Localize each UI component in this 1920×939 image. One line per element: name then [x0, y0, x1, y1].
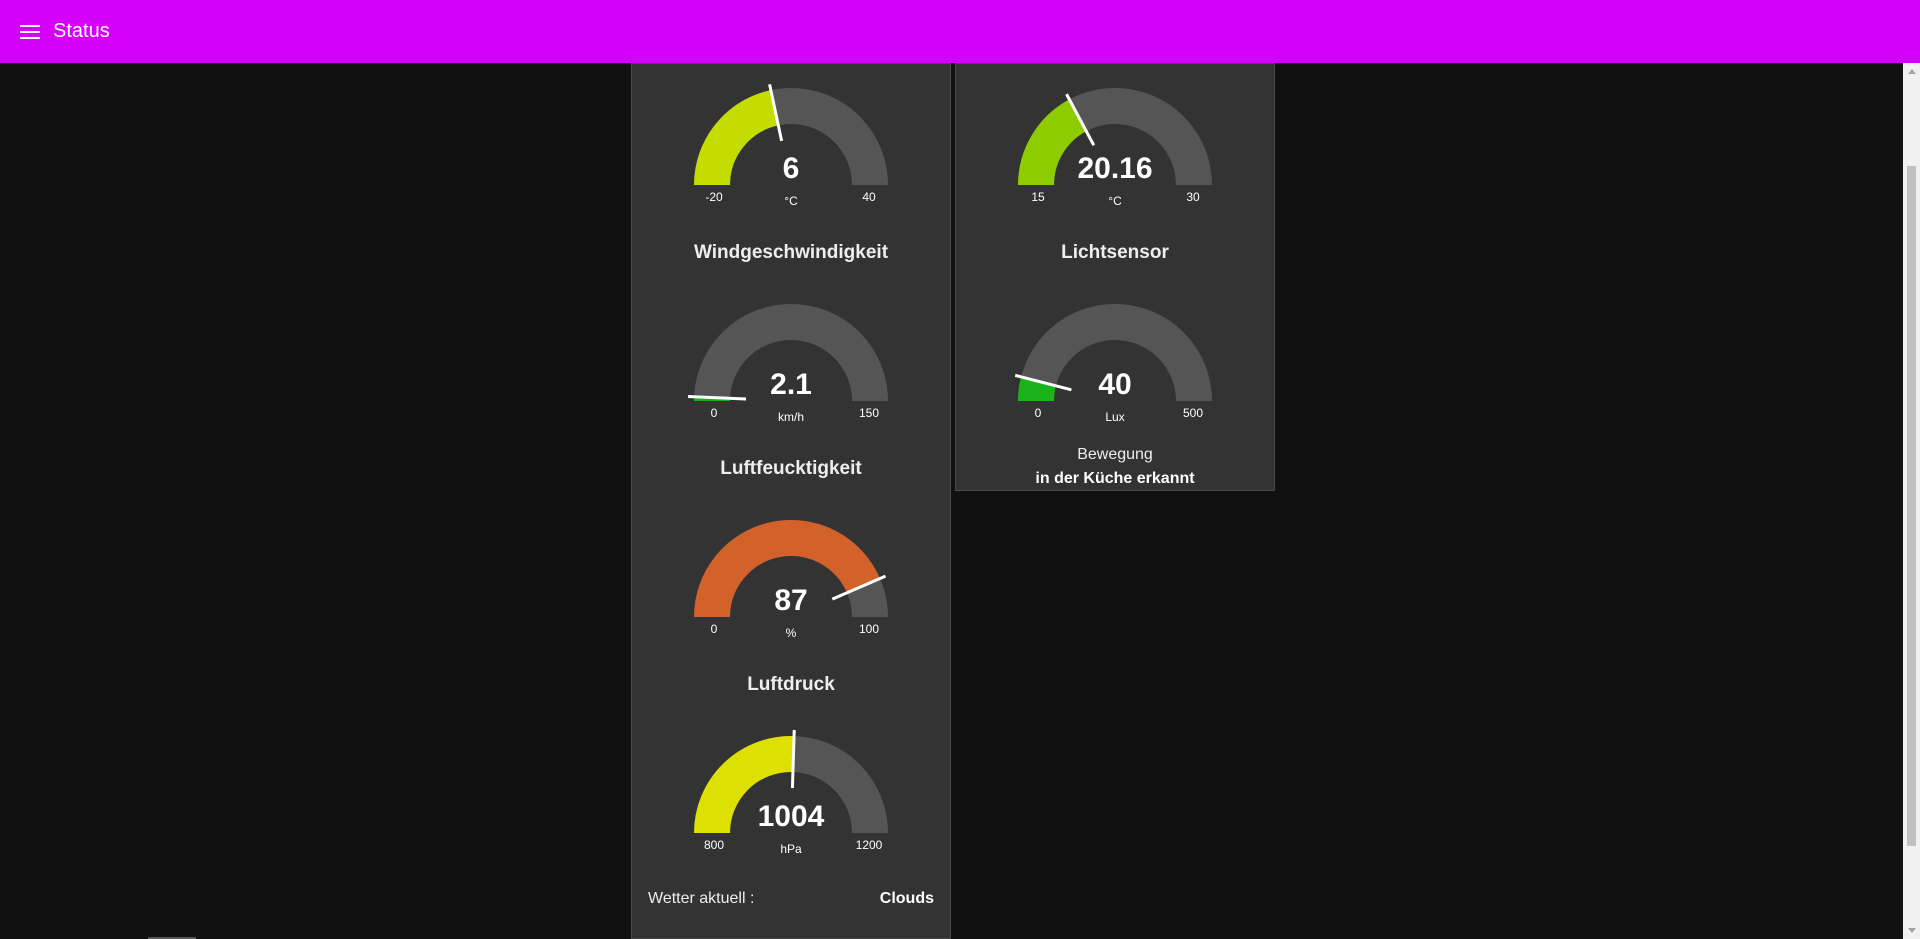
gauge-needle: [688, 394, 747, 401]
gauge-fill: [694, 736, 795, 834]
gauge-min-label: 0: [1034, 406, 1042, 420]
gauge-unit: hPa: [780, 842, 802, 856]
motion-label: Bewegung: [1077, 446, 1153, 463]
gauge-pressure-svg: [694, 730, 888, 834]
gauge-track: [694, 304, 888, 402]
gauge-light-svg: [1014, 304, 1212, 402]
gauge-pressure: 1004 hPa 800 1200: [632, 718, 950, 908]
gauge-value: 6: [782, 152, 800, 185]
gauge-unit: °C: [1108, 194, 1122, 208]
gauge-value: 40: [1098, 368, 1132, 401]
gauge-min-label: 0: [710, 622, 718, 636]
weather-value: Clouds: [879, 890, 934, 907]
page-title: Status: [53, 20, 110, 42]
gauge-unit: °C: [784, 194, 798, 208]
weather-label: Wetter aktuell :: [648, 890, 755, 907]
gauge-max-label: 30: [1186, 190, 1200, 204]
gauge-title-light: Lichtsensor: [1061, 242, 1169, 263]
gauge-value: 20.16: [1077, 152, 1153, 185]
gauge-wind: 2.1 km/h 0 150: [632, 286, 950, 476]
gauge-needle: [768, 83, 784, 142]
indoor-card: 20.16 °C 15 30 Lichtsensor 40 Lux 0 500 …: [955, 63, 1275, 491]
gauge-needle: [831, 574, 887, 601]
hamburger-menu-icon[interactable]: [17, 22, 43, 42]
weather-card: 6 °C -20 40 Windgeschwindigkeit 2.1 km/h…: [631, 63, 951, 939]
gauge-light: 40 Lux 0 500: [956, 286, 1274, 476]
gauge-max-label: 1200: [855, 838, 883, 852]
motion-status: Bewegung in der Küche erkannt: [956, 446, 1274, 488]
gauge-value: 87: [774, 584, 808, 617]
gauge-humidity-svg: [694, 520, 888, 618]
bottom-edge-divider: [148, 937, 196, 939]
gauge-title-pressure: Luftdruck: [747, 674, 835, 695]
gauge-unit: Lux: [1105, 410, 1125, 424]
gauge-max-label: 500: [1182, 406, 1204, 420]
scroll-up-icon[interactable]: [1903, 63, 1920, 80]
gauge-unit: km/h: [777, 410, 804, 424]
gauge-min-label: 15: [1031, 190, 1045, 204]
page-scrollbar[interactable]: [1903, 63, 1920, 939]
gauge-humidity: 87 % 0 100: [632, 502, 950, 692]
gauge-title-humidity: Luftfeucktigkeit: [720, 458, 862, 479]
gauge-needle: [1014, 373, 1072, 392]
gauge-max-label: 100: [858, 622, 880, 636]
gauge-temp-outside: 6 °C -20 40: [632, 70, 950, 260]
gauge-min-label: 800: [703, 838, 725, 852]
gauge-max-label: 150: [858, 406, 880, 420]
top-toolbar: Status: [0, 0, 1920, 63]
gauge-needle: [790, 730, 796, 789]
gauge-fill: [694, 520, 881, 618]
gauge-needle: [1065, 93, 1096, 147]
gauge-temp-inside-svg: [1018, 88, 1212, 186]
gauge-fill: [694, 90, 780, 186]
gauge-unit: %: [785, 626, 797, 640]
gauge-max-label: 40: [862, 190, 876, 204]
gauge-temp-outside-svg: [694, 83, 888, 186]
scroll-down-icon[interactable]: [1903, 922, 1920, 939]
gauge-temp-inside: 20.16 °C 15 30: [956, 70, 1274, 260]
gauge-wind-svg: [688, 304, 888, 402]
motion-value: in der Küche erkannt: [1035, 470, 1195, 487]
gauge-min-label: 0: [710, 406, 718, 420]
gauge-track: [1018, 304, 1212, 402]
gauge-value: 2.1: [770, 368, 812, 401]
gauge-value: 1004: [757, 800, 825, 833]
gauge-fill: [1018, 99, 1087, 186]
gauge-title-wind: Windgeschwindigkeit: [693, 242, 889, 263]
weather-status-row: Wetter aktuell : Clouds: [648, 890, 934, 908]
gauge-min-label: -20: [705, 190, 723, 204]
scrollbar-thumb[interactable]: [1907, 166, 1916, 846]
